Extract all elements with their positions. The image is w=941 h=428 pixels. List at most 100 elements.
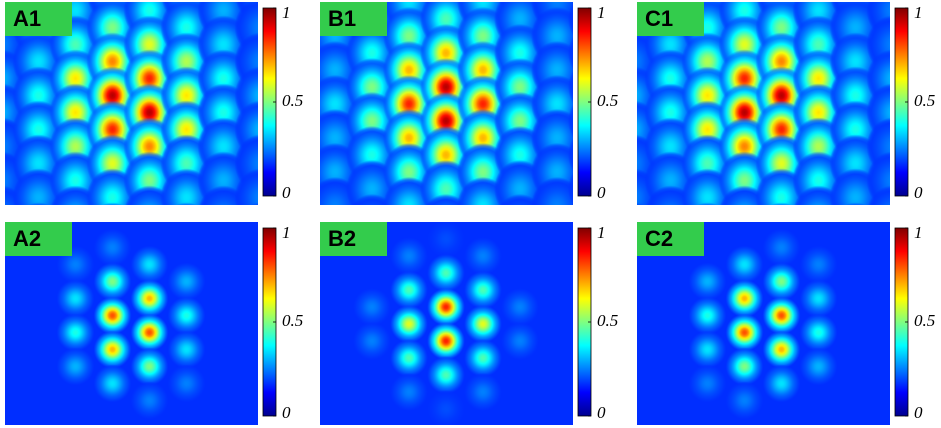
colorbar-tick-label: 1 [914, 3, 923, 22]
intensity-spot [844, 202, 867, 205]
intensity-spot [464, 305, 502, 343]
intensity-spot [464, 237, 502, 275]
intensity-spot [501, 322, 539, 360]
intensity-spot [770, 202, 793, 205]
colorbar-tick-label: 0.5 [914, 91, 935, 110]
intensity-spot [499, 193, 541, 205]
intensity-spot [390, 373, 428, 411]
colorbar-tick-label: 0 [282, 403, 291, 422]
intensity-spot [568, 69, 573, 105]
intensity-spot [56, 347, 95, 386]
colorbar-tick-label: 1 [597, 223, 606, 242]
intensity-spot [390, 339, 428, 377]
label-box [320, 2, 387, 36]
intensity-spot [390, 237, 428, 275]
panel-label: A1 [13, 6, 41, 31]
label-box [5, 222, 72, 256]
panel-label: B1 [328, 6, 356, 31]
intensity-spot [464, 373, 502, 411]
intensity-spot [234, 168, 258, 205]
intensity-image [637, 2, 890, 205]
intensity-spot [130, 245, 169, 284]
colorbar-tick-label: 0.5 [597, 311, 618, 330]
intensity-spot [130, 381, 169, 420]
intensity-spot [272, 0, 324, 14]
intensity-spot [353, 288, 391, 326]
colorbar-tick-label: 1 [914, 223, 923, 242]
intensity-spot [688, 296, 727, 335]
label-box [5, 2, 72, 36]
colorbar-tick-label: 0.5 [597, 91, 618, 110]
intensity-spot [320, 173, 324, 205]
intensity-spot [56, 279, 95, 318]
intensity-spot [762, 296, 801, 335]
intensity-spot [568, 103, 573, 139]
intensity-spot [725, 279, 764, 318]
intensity-spot [390, 271, 428, 309]
label-box [320, 222, 387, 256]
intensity-spot [320, 37, 324, 69]
intensity-spot [320, 139, 324, 171]
intensity-spot [725, 347, 764, 386]
intensity-spot [867, 185, 890, 205]
colorbar-tick-label: 0 [914, 183, 923, 202]
panel: B2 0 0.5 1 [320, 222, 618, 425]
intensity-spot [93, 228, 132, 267]
intensity-spot [130, 279, 169, 318]
panel: A2 0 0.5 1 [5, 222, 303, 425]
intensity-spot [249, 202, 258, 205]
colorbar-tick-label: 1 [282, 223, 291, 242]
panel: B1 0 0.5 1 [272, 0, 620, 286]
label-box [637, 222, 704, 256]
intensity-spot [762, 330, 801, 369]
intensity-spot [725, 313, 764, 352]
intensity-spot [427, 222, 465, 258]
intensity-spot [799, 347, 838, 386]
intensity-spot [427, 254, 465, 292]
intensity-spot [167, 330, 206, 369]
panel-label: B2 [328, 226, 356, 251]
intensity-spot [568, 2, 573, 37]
intensity-spot [568, 137, 573, 173]
intensity-spot [93, 296, 132, 335]
intensity-spot [464, 339, 502, 377]
intensity-spot [464, 271, 502, 309]
intensity-spot [93, 330, 132, 369]
colorbar-tick-label: 1 [597, 3, 606, 22]
intensity-spot [427, 288, 465, 326]
intensity-spot [637, 202, 645, 205]
colorbar-tick-label: 0 [597, 403, 606, 422]
intensity-spot [27, 202, 50, 205]
intensity-spot [725, 381, 764, 420]
panel: A1 0 0.5 1 [5, 2, 303, 205]
intensity-spot [688, 330, 727, 369]
intensity-spot [572, 2, 573, 3]
intensity-image [688, 228, 838, 420]
intensity-spot [568, 35, 573, 71]
intensity-spot [799, 245, 838, 284]
panel-label: A2 [13, 226, 41, 251]
panel-label: C1 [645, 6, 673, 31]
intensity-image [353, 222, 539, 425]
colorbar-tick-label: 0 [597, 183, 606, 202]
panel: C1 0 0.5 1 [637, 2, 935, 205]
intensity-spot [696, 202, 719, 205]
intensity-spot [799, 279, 838, 318]
intensity-spot [425, 193, 467, 205]
intensity-spot [175, 202, 198, 205]
intensity-spot [762, 262, 801, 301]
colorbar-tick-label: 0.5 [282, 91, 303, 110]
intensity-spot [167, 262, 206, 301]
intensity-spot [351, 193, 393, 205]
intensity-spot [688, 364, 727, 403]
intensity-spot [568, 171, 573, 205]
panel: C2 0 0.5 1 [637, 222, 935, 425]
intensity-spot [568, 228, 620, 286]
intensity-image [5, 2, 258, 205]
intensity-spot [725, 245, 764, 284]
intensity-spot [167, 364, 206, 403]
intensity-image [56, 228, 206, 420]
colorbar-tick-label: 0 [282, 183, 291, 202]
